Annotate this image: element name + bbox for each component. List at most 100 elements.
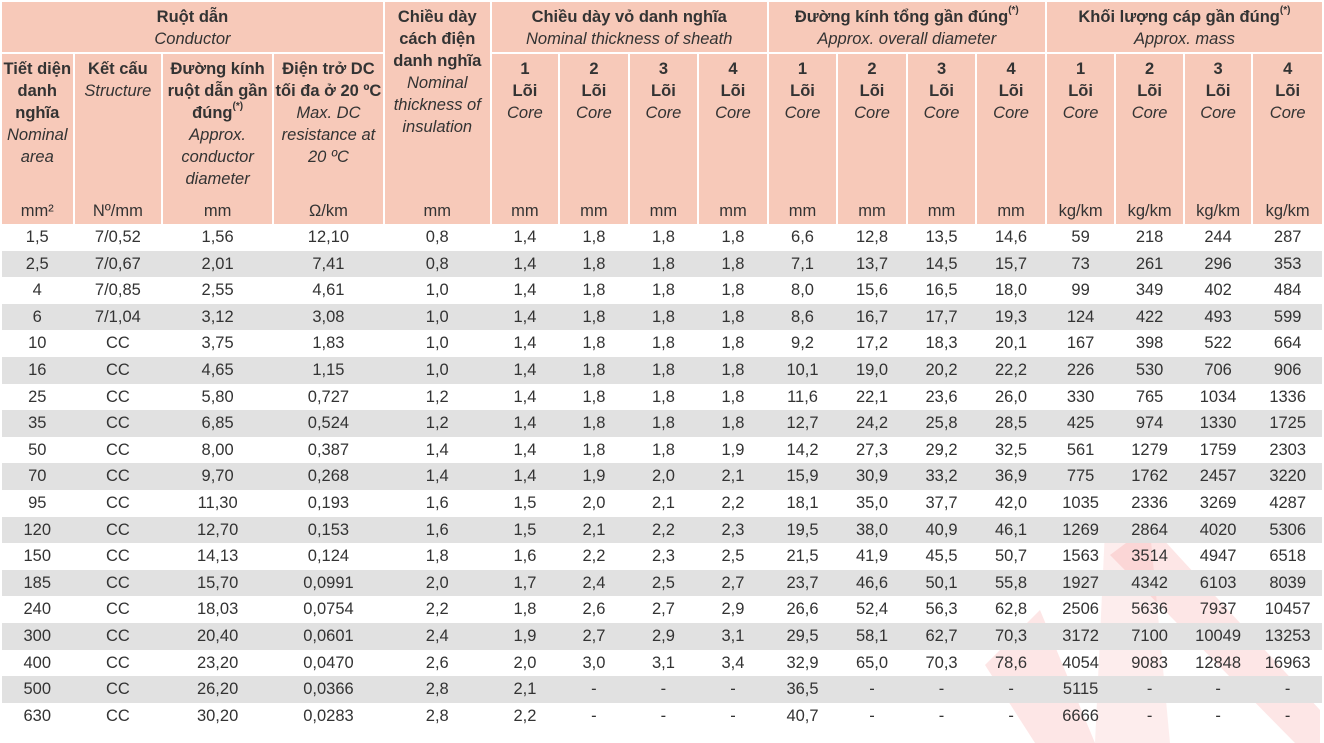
table-cell: 349	[1135, 281, 1164, 300]
table-cell: 906	[1253, 356, 1322, 384]
core-label-vi: Lõi	[1068, 82, 1093, 100]
table-cell: 46,6	[838, 569, 908, 597]
core-count: 4	[1006, 60, 1016, 78]
table-cell: 22,1	[855, 387, 889, 406]
sheath-header: Chiều dày vỏ danh nghĩa Nominal thickness…	[491, 2, 769, 54]
table-cell: 1,4	[491, 463, 561, 490]
table-cell: 30,20	[196, 706, 239, 725]
table-row: 16 CC 4,65 1,15 1,0 1,4 1,8 1,8 1,8 10,1 19,0 20,2 2…	[2, 356, 1322, 384]
table-row: 185 CC 15,70 0,0991 2,0 1,7 2,4 2,5 2,7 23,7 46,6 5…	[2, 569, 1322, 597]
table-cell: 2303	[1269, 440, 1307, 459]
table-cell: 1,0	[384, 303, 492, 331]
table-cell: 3,12	[163, 303, 275, 331]
table-row: 150 CC 14,13 0,124 1,8 1,6 2,2 2,3 2,5 21,5 41,9 45…	[2, 543, 1322, 570]
table-cell: 41,9	[855, 547, 889, 566]
table-cell: 1,4	[513, 281, 537, 300]
table-cell: 630	[23, 706, 52, 725]
table-cell: 185	[2, 569, 75, 597]
insulation-header: Chiều dày cách điện danh nghĩa Nominal th…	[384, 2, 492, 198]
table-cell: 1,56	[201, 228, 234, 246]
table-cell: 353	[1253, 250, 1322, 278]
table-cell: 1,5	[25, 228, 49, 246]
table-cell: 1,8	[629, 356, 700, 384]
table-cell: 1,9	[721, 440, 745, 459]
table-cell: 3,0	[582, 653, 606, 672]
table-cell: 45,5	[925, 547, 958, 566]
table-cell: 2,0	[582, 493, 606, 512]
core-label-vi: Lõi	[1275, 82, 1301, 100]
table-cell: 3220	[1253, 463, 1322, 490]
table-cell: 26,6	[786, 600, 819, 619]
table-cell: 6666	[1062, 706, 1099, 725]
table-cell: 3269	[1199, 493, 1237, 512]
table-cell: 1,9	[560, 463, 630, 490]
table-cell: 1,4	[513, 440, 537, 459]
core-label-en: Core	[715, 104, 751, 122]
table-cell: 9,70	[163, 463, 275, 490]
core-label-vi: Lõi	[790, 82, 815, 100]
table-cell: 21,5	[786, 547, 819, 566]
conductor-header: Ruột dẫn Conductor	[2, 2, 385, 54]
table-cell: 218	[1135, 228, 1164, 246]
table-cell: 18,0	[995, 281, 1028, 300]
table-cell: 15,7	[977, 250, 1047, 278]
core-count: 1	[520, 60, 530, 78]
table-cell: 36,9	[977, 463, 1047, 490]
table-cell: 11,6	[787, 387, 818, 406]
table-cell: 70,3	[925, 653, 958, 672]
table-row: 630 CC 30,20 0,0283 2,8 2,2 - - - 40,7 - - - 6666 - - -	[2, 703, 1322, 730]
table-cell: -	[1116, 676, 1185, 703]
table-cell: 30,9	[838, 463, 908, 490]
table-cell: 1762	[1116, 463, 1185, 490]
table-cell: 1,5	[513, 493, 537, 512]
table-cell: 5,80	[201, 387, 234, 406]
table-cell: 296	[1184, 250, 1254, 278]
table-cell: 1,8	[651, 281, 675, 300]
table-cell: CC	[74, 410, 164, 437]
table-cell: 1,4	[491, 410, 561, 437]
table-cell: CC	[105, 600, 130, 619]
table-cell: 664	[1273, 334, 1302, 353]
table-cell: 0,0991	[274, 569, 385, 597]
table-cell: 1,0	[425, 281, 449, 300]
core-count: 3	[936, 60, 947, 78]
table-cell: CC	[74, 622, 164, 650]
table-cell: 25,8	[907, 410, 978, 437]
table-cell: 400	[23, 653, 52, 672]
table-cell: 3,08	[274, 303, 385, 331]
unit-cell: mm	[560, 198, 630, 224]
table-cell: 4,61	[312, 281, 345, 300]
table-cell: 10,1	[768, 356, 839, 384]
core-header: 4 Lõi Core	[1253, 54, 1322, 198]
table-cell: 1,8	[425, 547, 449, 566]
table-cell: 1,8	[721, 281, 745, 300]
unit-cell: mm	[384, 198, 492, 224]
core-count: 4	[1283, 60, 1293, 78]
table-cell: 2,5	[629, 569, 700, 597]
table-cell: 530	[1116, 356, 1185, 384]
table-cell: 2,3	[699, 516, 769, 544]
table-cell: 62,8	[995, 600, 1028, 619]
table-row: 35 CC 6,85 0,524 1,2 1,4 1,8 1,8 1,8 12,7 24,2 25,8…	[2, 410, 1322, 437]
table-cell: 3,1	[699, 622, 769, 650]
table-cell: 402	[1204, 281, 1232, 300]
table-cell: 12848	[1195, 653, 1242, 672]
table-row: 120 CC 12,70 0,153 1,6 1,5 2,1 2,2 2,3 19,5 38,0 40…	[2, 516, 1322, 544]
table-cell: 18,1	[786, 493, 819, 512]
resistance-header: Điện trở DC tối đa ở 20 ºC Max. DC resist…	[274, 54, 385, 198]
table-cell: 484	[1273, 281, 1302, 300]
table-cell: 1,2	[384, 410, 492, 437]
core-count: 2	[1145, 60, 1155, 78]
table-cell: 32,9	[786, 653, 819, 672]
table-cell: 25	[28, 387, 47, 406]
table-cell: 1,8	[721, 228, 745, 246]
table-cell: 1,4	[513, 228, 537, 246]
table-cell: 29,2	[925, 440, 958, 459]
table-cell: 15,6	[855, 281, 889, 300]
table-cell: 425	[1046, 410, 1117, 437]
unit-cell: mm	[699, 198, 769, 224]
table-cell: CC	[74, 516, 164, 544]
table-cell: CC	[74, 569, 164, 597]
core-count: 1	[797, 60, 808, 78]
table-cell: 28,5	[977, 410, 1047, 437]
